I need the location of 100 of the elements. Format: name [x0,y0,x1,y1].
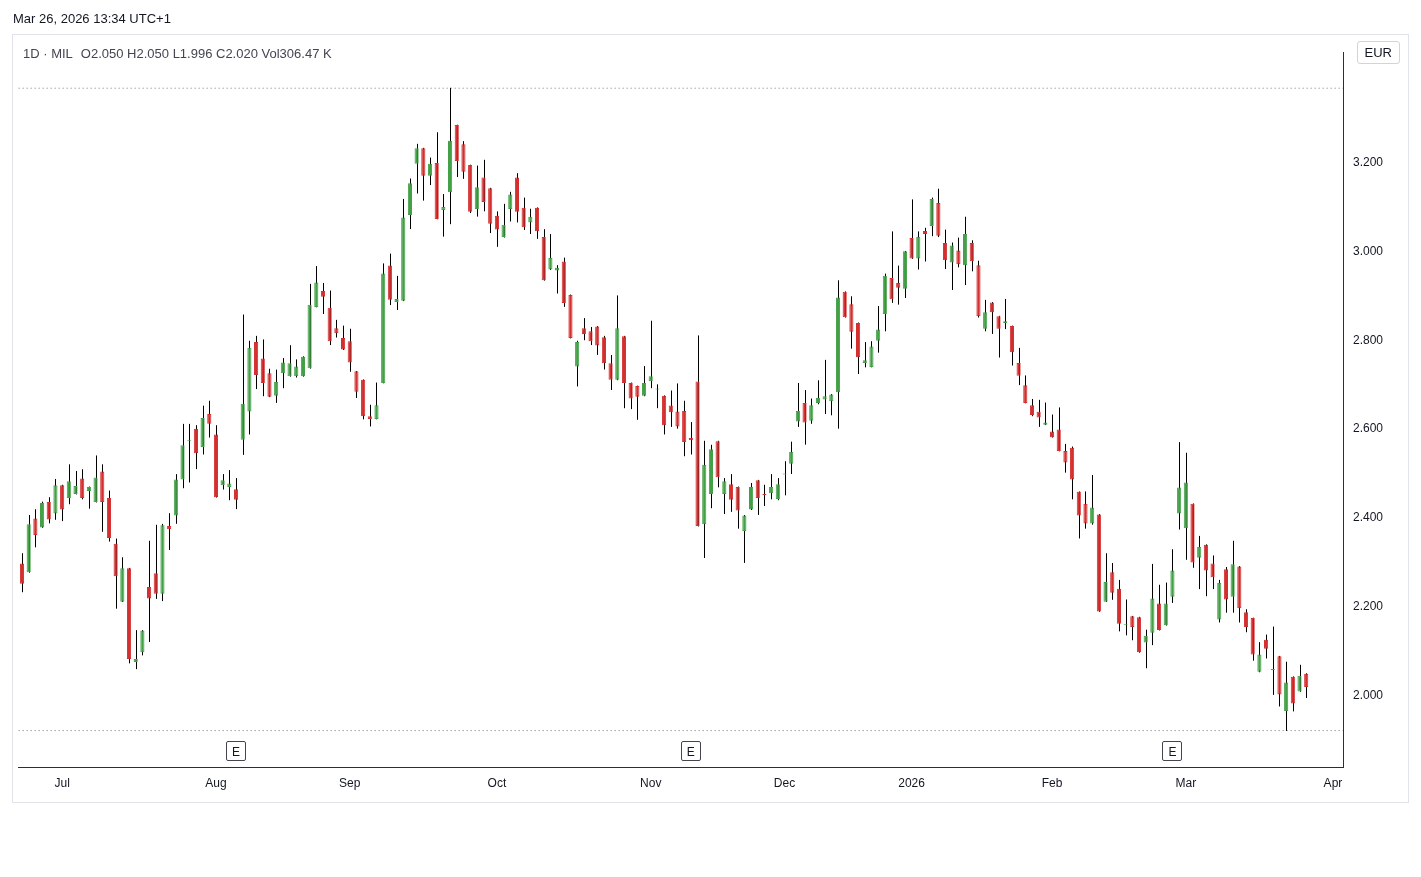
candlestick [93,455,98,503]
candlestick [207,400,212,438]
candlestick [427,157,433,186]
candlestick [1264,634,1269,659]
candlestick [775,478,780,501]
chart-title: 1D · MIL [23,46,73,61]
candlestick [46,497,51,524]
annotation: E [1162,741,1183,761]
candlestick [367,404,372,427]
y-tick-label: 2.600 [1353,421,1384,436]
candlestick [628,382,633,410]
candlestick [815,380,821,405]
candlestick [1056,407,1061,452]
candlestick [1210,555,1215,590]
candlestick [227,470,232,501]
candlestick [548,233,553,271]
candlestick [33,509,38,548]
candlestick [19,553,25,593]
x-tick-label: Aug [205,775,227,790]
candlestick [1090,474,1095,525]
candlestick [1076,491,1081,539]
candlestick [414,143,419,194]
candlestick [1257,642,1262,673]
candlestick [374,382,379,420]
candlestick [167,513,172,551]
candlestick [916,231,921,270]
candlestick [280,357,285,389]
candlestick [60,484,65,522]
x-tick-label: Apr [1323,775,1343,790]
candlestick [1297,664,1302,692]
candlestick [608,354,613,391]
candlestick [1304,673,1309,699]
y-tick-label: 3.000 [1353,243,1384,258]
candlestick [989,301,994,335]
candlestick [494,211,499,247]
candlestick [996,315,1001,358]
candlestick [1049,414,1055,438]
candlestick [481,159,486,212]
candlestick [648,320,653,389]
candlestick [1023,375,1028,404]
candlestick [66,464,71,505]
candlestick [595,325,600,355]
candlestick [140,630,145,656]
candlestick [193,425,198,470]
candlestick [153,524,158,600]
candlestick [320,282,326,315]
candlestick [675,383,680,429]
x-tick-label: Sep [339,775,361,790]
chart-subtitle: O2.050 H2.050 L1.996 C2.020 Vol306.47 K [80,46,332,61]
candlestick [956,237,961,268]
candlestick [1016,347,1021,386]
candlestick [889,231,894,303]
candlestick [394,275,399,311]
candlestick [755,479,760,516]
candlestick [274,369,279,403]
candlestick [1203,544,1208,597]
y-axis-title: EUR [1356,41,1400,64]
candlestick [842,291,847,318]
y-tick-label: 2.200 [1353,599,1384,614]
candlestick [1103,553,1108,603]
candlestick [748,482,754,511]
candlestick [809,398,814,424]
candlestick [795,382,800,427]
candlestick [969,240,974,272]
candlestick [441,193,446,237]
candlestick [233,478,239,510]
candlestick [73,470,78,495]
candlestick [728,474,734,512]
candlestick [39,501,45,528]
candlestick [534,207,540,239]
annotation: E [226,741,247,761]
candlestick [1036,399,1041,427]
candlestick [147,540,152,643]
candlestick [575,340,580,387]
candlestick [909,199,914,259]
candlestick [742,514,747,564]
candlestick [896,265,901,305]
candlestick [287,345,292,377]
candlestick [501,203,506,238]
candlestick [581,317,586,341]
x-tick-label: Oct [487,775,507,790]
candlestick [983,299,988,332]
x-tick-label: Dec [773,775,796,790]
candlestick [354,370,359,399]
candlestick [260,339,265,397]
candlestick [1143,629,1148,669]
candlestick [876,305,881,353]
candlestick [822,359,827,415]
annotation: E [680,741,701,761]
candlestick [1110,562,1115,600]
candlestick [735,486,740,529]
candlestick [942,229,948,270]
candlestick [802,389,807,445]
candlestick [869,341,874,368]
candlestick [1083,491,1088,529]
candlestick [133,630,138,670]
candlestick [508,191,513,222]
y-tick-label: 2.000 [1353,688,1384,703]
candlestick [641,365,647,397]
candlestick [1197,535,1202,590]
